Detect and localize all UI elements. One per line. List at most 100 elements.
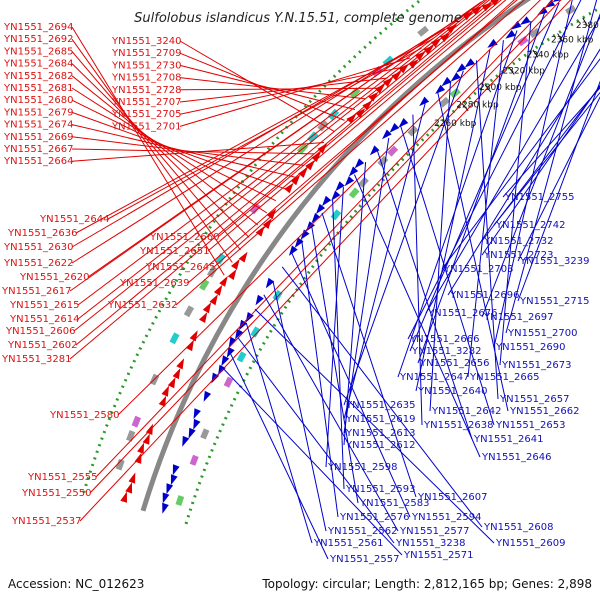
outer-annotation-block (349, 87, 361, 99)
reverse-gene-leader (447, 48, 600, 296)
kbp-tick-mark (484, 84, 492, 93)
reverse-gene-arrow (162, 502, 169, 514)
label-leader-lines (69, 0, 600, 560)
forward-gene-label: YN1551_2669 (3, 132, 74, 143)
reverse-gene-arrow (511, 20, 522, 30)
forward-gene-arrow (408, 59, 419, 69)
reverse-gene-arrow (382, 129, 392, 140)
inner-annotation-block (189, 454, 199, 466)
forward-gene-leader (107, 47, 422, 220)
forward-gene-arrow (362, 100, 373, 111)
reverse-gene-label: YN1551_2657 (499, 394, 570, 405)
forward-gene-label: YN1551_2632 (107, 300, 178, 311)
forward-gene-label: YN1551_2580 (49, 410, 120, 421)
forward-gene-label: YN1551_2730 (111, 60, 182, 71)
forward-gene-arrow (284, 182, 294, 194)
reverse-gene-label: YN1551_2676 (427, 308, 498, 319)
forward-gene-arrow (209, 294, 218, 306)
forward-gene-leader (175, 0, 525, 306)
reverse-gene-leader (245, 323, 313, 544)
reverse-gene-label: YN1551_2666 (409, 334, 480, 345)
outer-annotation-block (215, 252, 226, 265)
reverse-gene-leader (343, 103, 426, 420)
summary-text: Topology: circular; Length: 2,812,165 bp… (261, 577, 592, 591)
kbp-tick-mark (462, 103, 469, 112)
inner-annotation-block (358, 176, 369, 188)
reverse-gene-arrow (335, 181, 345, 192)
forward-gene-arrow (266, 208, 277, 220)
reverse-gene-leader (417, 11, 546, 364)
reverse-gene-leader (409, 2, 560, 352)
reverse-gene-leader (254, 308, 495, 544)
forward-gene-arrow (440, 32, 451, 43)
reverse-gene-leader (517, 80, 600, 302)
forward-gene-arrow (346, 113, 357, 124)
forward-gene-arrow (227, 269, 237, 280)
forward-gene-leader (213, 0, 515, 268)
forward-gene-arrow (368, 91, 379, 102)
reverse-gene-label: YN1551_2613 (345, 428, 416, 439)
reverse-gene-arrow (354, 158, 365, 169)
reverse-gene-leader (229, 352, 329, 560)
forward-gene-arrow (423, 45, 434, 55)
outer-annotation-block (126, 430, 136, 442)
reverse-gene-label: YN1551_2723 (483, 250, 554, 261)
reverse-gene-label: YN1551_2619 (345, 414, 416, 425)
kbp-tick-label: 2360 kbp (551, 36, 594, 46)
reverse-gene-leader (493, 91, 600, 226)
kbp-tick-mark (532, 49, 539, 58)
forward-gene-arrow (481, 2, 493, 12)
outer-annotation-block (317, 119, 329, 132)
forward-gene-arrow (382, 77, 394, 87)
outer-annotation-block (183, 305, 195, 318)
forward-gene-label: YN1551_2679 (3, 107, 74, 118)
reverse-gene-leader (517, 96, 600, 262)
reverse-gene-label: YN1551_2697 (483, 312, 554, 323)
forward-gene-leader (71, 99, 277, 202)
forward-gene-label: YN1551_2615 (9, 300, 80, 311)
gene-features (115, 0, 577, 514)
reverse-gene-arrow (228, 336, 237, 348)
reverse-gene-leader (325, 187, 344, 468)
forward-gene-label: YN1551_2682 (3, 71, 74, 82)
reverse-gene-leader (222, 367, 403, 556)
reverse-gene-leader (301, 239, 339, 518)
reverse-gene-label: YN1551_2755 (504, 192, 575, 203)
reverse-gene-leader (343, 137, 390, 434)
reverse-gene-label: YN1551_2609 (495, 538, 566, 549)
reverse-gene-arrow (441, 76, 452, 87)
reverse-gene-leader (400, 126, 495, 426)
forward-gene-arrow (137, 442, 145, 454)
forward-gene-arrow (167, 377, 176, 389)
inner-annotation-block (377, 155, 389, 167)
forward-gene-arrow (462, 11, 474, 21)
forward-gene-leader (79, 0, 572, 522)
inner-annotation-block (438, 96, 450, 108)
forward-gene-arrow (125, 482, 132, 494)
reverse-gene-arrow (311, 212, 321, 224)
reverse-gene-leader (415, 49, 491, 392)
forward-gene-arrow (128, 472, 136, 484)
forward-gene-label: YN1551_2630 (3, 242, 74, 253)
inner-annotation-block (529, 27, 541, 39)
reverse-gene-label: YN1551_2665 (469, 372, 540, 383)
reverse-gene-label: YN1551_2638 (423, 420, 494, 431)
reverse-gene-arrow (188, 427, 196, 439)
forward-gene-label: YN1551_2692 (3, 34, 74, 45)
reverse-gene-leader (343, 70, 464, 406)
forward-gene-label: YN1551_2651 (139, 246, 210, 257)
reverse-gene-leader (505, 0, 598, 334)
outer-annotation-block (199, 278, 210, 291)
reverse-gene-label: YN1551_2696 (449, 290, 520, 301)
kbp-tick-label: 2260 kbp (434, 119, 477, 129)
reverse-gene-leader (353, 174, 481, 458)
kbp-tick-label: 2320 kbp (502, 67, 545, 77)
forward-gene-arrow (199, 312, 208, 323)
reverse-gene-label: YN1551_2607 (417, 492, 488, 503)
forward-gene-arrow (202, 302, 212, 314)
kbp-tick-label: 2380 kbp (576, 21, 600, 31)
reverse-gene-arrow (203, 390, 212, 402)
reverse-gene-arrow (300, 229, 310, 240)
